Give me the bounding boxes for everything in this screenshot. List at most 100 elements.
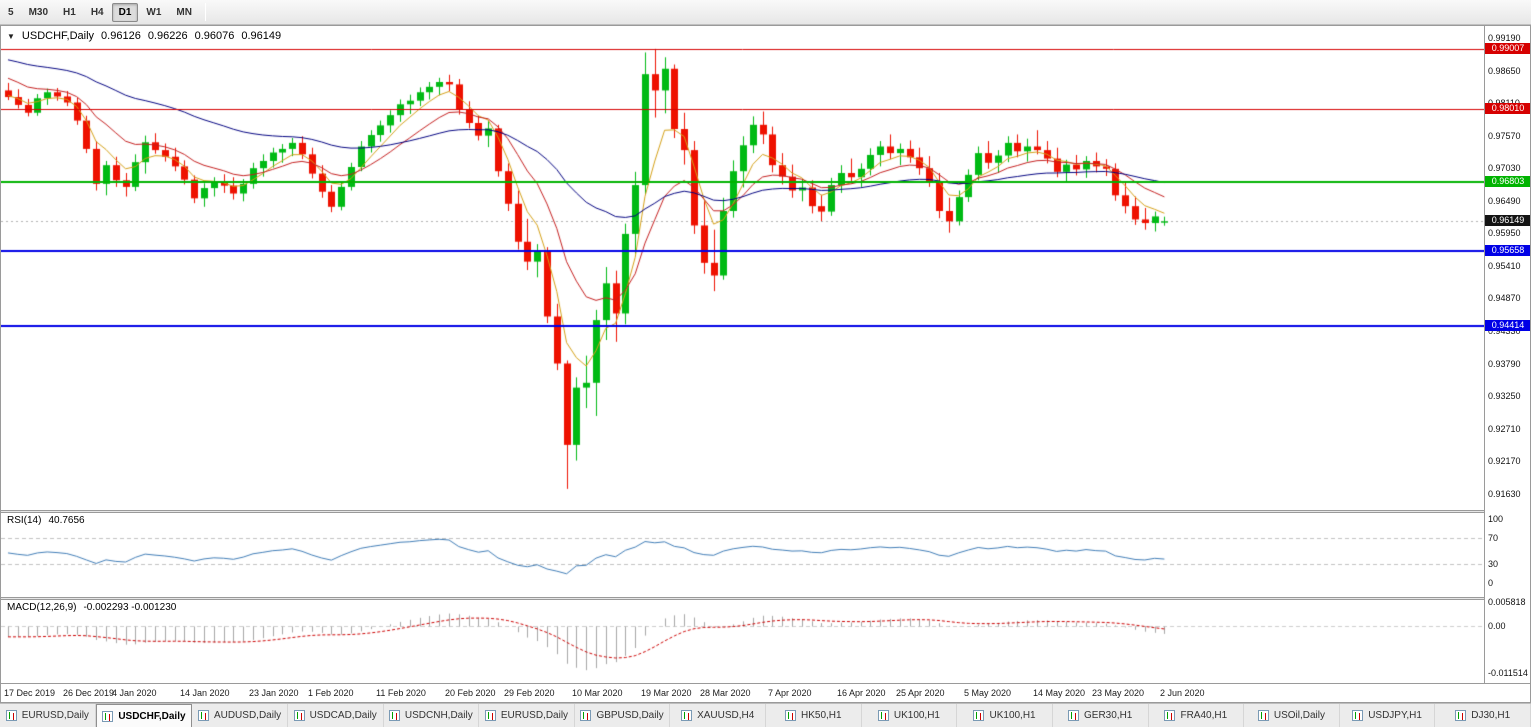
macd-scale-label: 0.005818 xyxy=(1488,597,1526,607)
chart-tab-usdcnh-daily[interactable]: USDCNH,Daily xyxy=(384,704,480,727)
price-axis: 0.991900.986500.981100.975700.970300.964… xyxy=(1484,26,1530,683)
hline-price-badge: 0.98010 xyxy=(1485,103,1530,114)
chart-tab-icon xyxy=(877,710,889,721)
chart-tab-label: GER30,H1 xyxy=(1084,710,1133,721)
hline-price-badge: 0.96803 xyxy=(1485,176,1530,187)
chart-tab-icon xyxy=(580,710,592,721)
chart-tab-label: AUDUSD,Daily xyxy=(213,710,282,721)
chart-tab-uk100-h1[interactable]: UK100,H1 xyxy=(957,704,1053,727)
chart-tab-uk100-h1[interactable]: UK100,H1 xyxy=(862,704,958,727)
date-label: 28 Mar 2020 xyxy=(700,688,751,698)
chart-window: ▼ USDCHF,Daily 0.96126 0.96226 0.96076 0… xyxy=(0,25,1531,703)
chart-tab-ger30-h1[interactable]: GER30,H1 xyxy=(1053,704,1149,727)
chart-tab-label: USDCAD,Daily xyxy=(309,710,377,721)
date-label: 14 Jan 2020 xyxy=(180,688,230,698)
macd-scale-label: 0.00 xyxy=(1488,621,1506,631)
price-tick-label: 0.93790 xyxy=(1488,359,1521,369)
chart-tab-icon xyxy=(5,710,17,721)
timeframe-button-mn[interactable]: MN xyxy=(176,6,192,18)
rsi-scale-label: 100 xyxy=(1488,514,1504,524)
chart-tab-xauusd-h4[interactable]: XAUUSD,H4 xyxy=(670,704,766,727)
timeframe-button-h1[interactable]: H1 xyxy=(63,6,76,18)
chart-ohlc-header: ▼ USDCHF,Daily 0.96126 0.96226 0.96076 0… xyxy=(7,30,281,42)
date-label: 10 Mar 2020 xyxy=(572,688,623,698)
date-label: 7 Apr 2020 xyxy=(768,688,812,698)
chart-tab-icon xyxy=(1257,710,1269,721)
chart-tab-label: EURUSD,Daily xyxy=(21,710,89,721)
chart-tab-label: UK100,H1 xyxy=(893,710,940,721)
pane-divider[interactable] xyxy=(1,510,1530,513)
date-label: 14 May 2020 xyxy=(1033,688,1086,698)
price-tick-label: 0.95950 xyxy=(1488,228,1521,238)
price-tick-label: 0.99190 xyxy=(1488,33,1521,43)
price-tick-label: 0.95410 xyxy=(1488,261,1521,271)
chart-tab-icon xyxy=(1068,710,1079,721)
chart-tab-label: EURUSD,Daily xyxy=(500,710,569,721)
chart-tab-icon xyxy=(1352,710,1364,721)
timeframe-button-h4[interactable]: H4 xyxy=(90,6,104,18)
chart-tab-eurusd-daily[interactable]: EURUSD,Daily xyxy=(0,704,96,727)
price-tick-label: 0.94330 xyxy=(1488,326,1521,336)
chart-tab-icon xyxy=(102,710,114,722)
rsi-indicator-canvas[interactable] xyxy=(1,513,1484,597)
chart-symbol-label: USDCHF,Daily xyxy=(21,30,95,42)
macd-scale-label: -0.011514 xyxy=(1488,668,1528,678)
date-label: 1 Feb 2020 xyxy=(308,688,354,698)
chart-tab-eurusd-daily[interactable]: EURUSD,Daily xyxy=(479,704,575,727)
chart-tab-label: USDCNH,Daily xyxy=(404,710,473,721)
chart-tab-label: XAUUSD,H4 xyxy=(697,710,755,721)
chart-tab-icon xyxy=(293,710,305,721)
rsi-scale-label: 30 xyxy=(1488,559,1499,569)
price-tick-label: 0.91630 xyxy=(1488,489,1521,499)
toolbar-separator xyxy=(204,3,206,21)
chart-tab-bar: EURUSD,Daily USDCHF,Daily AUDUSD,Daily USDC… xyxy=(0,703,1531,727)
chart-tab-gbpusd-daily[interactable]: GBPUSD,Daily xyxy=(575,704,671,727)
rsi-indicator-label: RSI(14) 40.7656 xyxy=(7,515,85,526)
chart-tab-icon xyxy=(1164,710,1176,721)
chart-tab-label: GBPUSD,Daily xyxy=(596,710,664,721)
chart-tab-label: HK50,H1 xyxy=(801,710,842,721)
date-label: 4 Jan 2020 xyxy=(112,688,157,698)
chart-tab-audusd-daily[interactable]: AUDUSD,Daily xyxy=(192,704,288,727)
chart-tab-fra40-h1[interactable]: FRA40,H1 xyxy=(1149,704,1245,727)
rsi-scale-label: 0 xyxy=(1488,578,1494,588)
price-chart-canvas[interactable] xyxy=(1,26,1484,510)
hline-price-badge: 0.99007 xyxy=(1485,43,1530,54)
date-label: 5 May 2020 xyxy=(964,688,1012,698)
macd-indicator-canvas[interactable] xyxy=(1,600,1484,682)
time-axis: 17 Dec 2019 26 Dec 2019 4 Jan 2020 14 Jan 2… xyxy=(1,683,1530,702)
chart-tab-icon xyxy=(681,710,693,721)
timeframe-button-m30[interactable]: M30 xyxy=(28,6,49,18)
date-label: 2 Jun 2020 xyxy=(1160,688,1205,698)
chart-tab-label: USDJPY,H1 xyxy=(1368,710,1422,721)
current-price-badge: 0.96149 xyxy=(1485,215,1530,226)
chart-tab-usdcad-daily[interactable]: USDCAD,Daily xyxy=(288,704,384,727)
price-tick-label: 0.92710 xyxy=(1488,424,1521,434)
date-label: 16 Apr 2020 xyxy=(837,688,886,698)
date-label: 29 Feb 2020 xyxy=(504,688,555,698)
hline-price-badge: 0.95658 xyxy=(1485,245,1530,256)
ohlc-open: 0.96126 xyxy=(101,30,141,42)
ohlc-low: 0.96076 xyxy=(194,30,235,42)
chart-tab-usdchf-daily[interactable]: USDCHF,Daily xyxy=(95,704,193,727)
timeframe-button-5[interactable]: 5 xyxy=(8,6,14,18)
chart-tab-usoil-daily[interactable]: USOil,Daily xyxy=(1244,704,1340,727)
timeframe-button-w1[interactable]: W1 xyxy=(146,6,162,18)
symbol-dropdown-icon[interactable]: ▼ xyxy=(7,31,15,41)
date-label: 17 Dec 2019 xyxy=(4,688,56,698)
macd-value: -0.002293 -0.001230 xyxy=(83,602,177,613)
pane-divider[interactable] xyxy=(1,597,1530,600)
date-label: 26 Dec 2019 xyxy=(63,688,115,698)
rsi-value: 40.7656 xyxy=(48,515,85,526)
chart-tab-usdjpy-h1[interactable]: USDJPY,H1 xyxy=(1340,704,1436,727)
price-tick-label: 0.92170 xyxy=(1488,456,1521,466)
date-label: 11 Feb 2020 xyxy=(376,688,426,698)
chart-tab-hk50-h1[interactable]: HK50,H1 xyxy=(766,704,862,727)
price-tick-label: 0.96490 xyxy=(1488,196,1521,206)
date-label: 20 Feb 2020 xyxy=(445,688,496,698)
chart-tab-label: UK100,H1 xyxy=(989,710,1036,721)
date-label: 19 Mar 2020 xyxy=(641,688,692,698)
chart-tab-icon xyxy=(1455,710,1467,721)
chart-tab-dj30-h1[interactable]: DJ30,H1 xyxy=(1435,704,1531,727)
timeframe-button-d1[interactable]: D1 xyxy=(111,2,139,22)
